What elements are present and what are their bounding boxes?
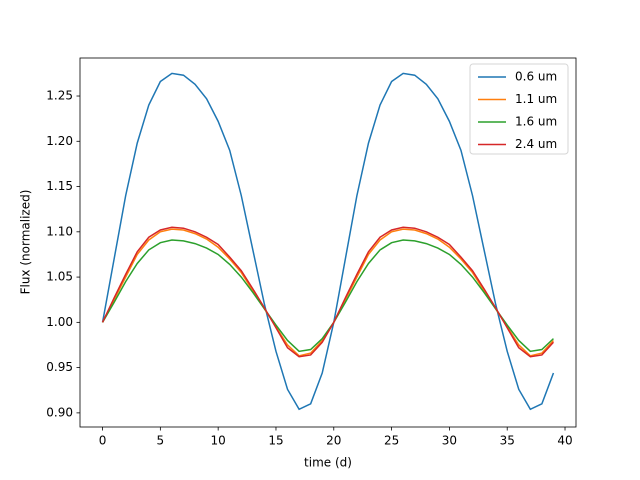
x-tick-label: 15	[268, 434, 283, 448]
x-tick-label: 0	[99, 434, 107, 448]
x-tick-label: 20	[326, 434, 341, 448]
legend-label: 0.6 um	[515, 70, 557, 84]
legend-label: 2.4 um	[515, 137, 557, 151]
legend-label: 1.1 um	[515, 92, 557, 106]
legend-label: 1.6 um	[515, 115, 557, 129]
y-tick-label: 1.00	[46, 315, 73, 329]
y-tick-label: 1.15	[46, 179, 73, 193]
y-tick-label: 1.25	[46, 89, 73, 103]
x-tick-label: 40	[557, 434, 572, 448]
series-line	[101, 72, 555, 411]
x-tick-label: 5	[157, 434, 165, 448]
y-axis-label: Flux (normalized)	[19, 190, 33, 295]
x-tick-label: 30	[442, 434, 457, 448]
y-tick-label: 1.10	[46, 224, 73, 238]
series-line	[101, 226, 555, 358]
series-line	[101, 239, 554, 353]
y-tick-label: 0.95	[46, 360, 73, 374]
legend-box	[469, 63, 569, 155]
x-axis-label: time (d)	[304, 456, 352, 470]
y-tick-label: 1.05	[46, 270, 73, 284]
y-tick-label: 0.90	[46, 405, 73, 419]
y-tick-label: 1.20	[46, 134, 73, 148]
axes-frame	[79, 57, 577, 428]
x-tick-label: 25	[384, 434, 399, 448]
x-tick-label: 10	[211, 434, 226, 448]
x-tick-label: 35	[500, 434, 515, 448]
